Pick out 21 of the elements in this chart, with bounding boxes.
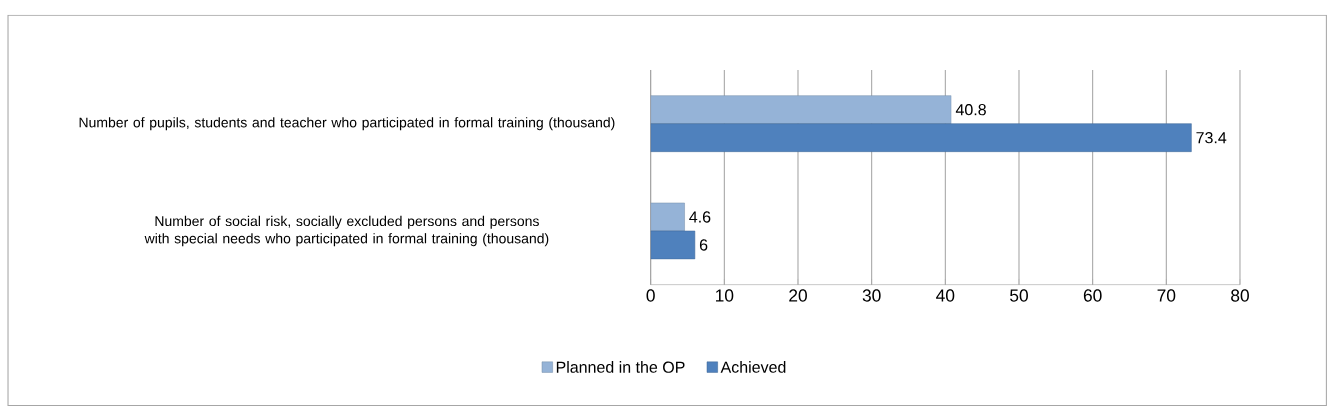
x-tick-label: 50 (1010, 289, 1028, 302)
x-tick-label: 40 (936, 289, 955, 302)
x-tick-label: 70 (1157, 289, 1176, 302)
bar (650, 123, 1192, 152)
x-tick-label: 0 (646, 289, 655, 302)
bar (650, 95, 952, 124)
bar (650, 202, 685, 232)
x-tick-label: 10 (716, 289, 734, 302)
y-tick-label: Number of pupils, students and teacher who participated in formal training (thousand) (79, 117, 615, 131)
bar (650, 230, 696, 260)
x-tick-label: 20 (789, 289, 807, 302)
data-label: 4.6 (689, 211, 711, 223)
data-label: 6 (699, 239, 708, 251)
x-tick-label: 30 (862, 289, 881, 302)
legend-label: Planned in the OP (556, 361, 685, 373)
x-tick-label: 80 (1231, 289, 1249, 302)
data-label: 40.8 (955, 104, 986, 116)
y-tick-label: Number of social risk, socially excluded persons and persons with special needs who participated in formal training (thousand) (144, 215, 549, 247)
legend-label: Achieved (720, 361, 786, 373)
data-label: 73.4 (1196, 132, 1227, 144)
x-tick-label: 60 (1083, 289, 1102, 302)
